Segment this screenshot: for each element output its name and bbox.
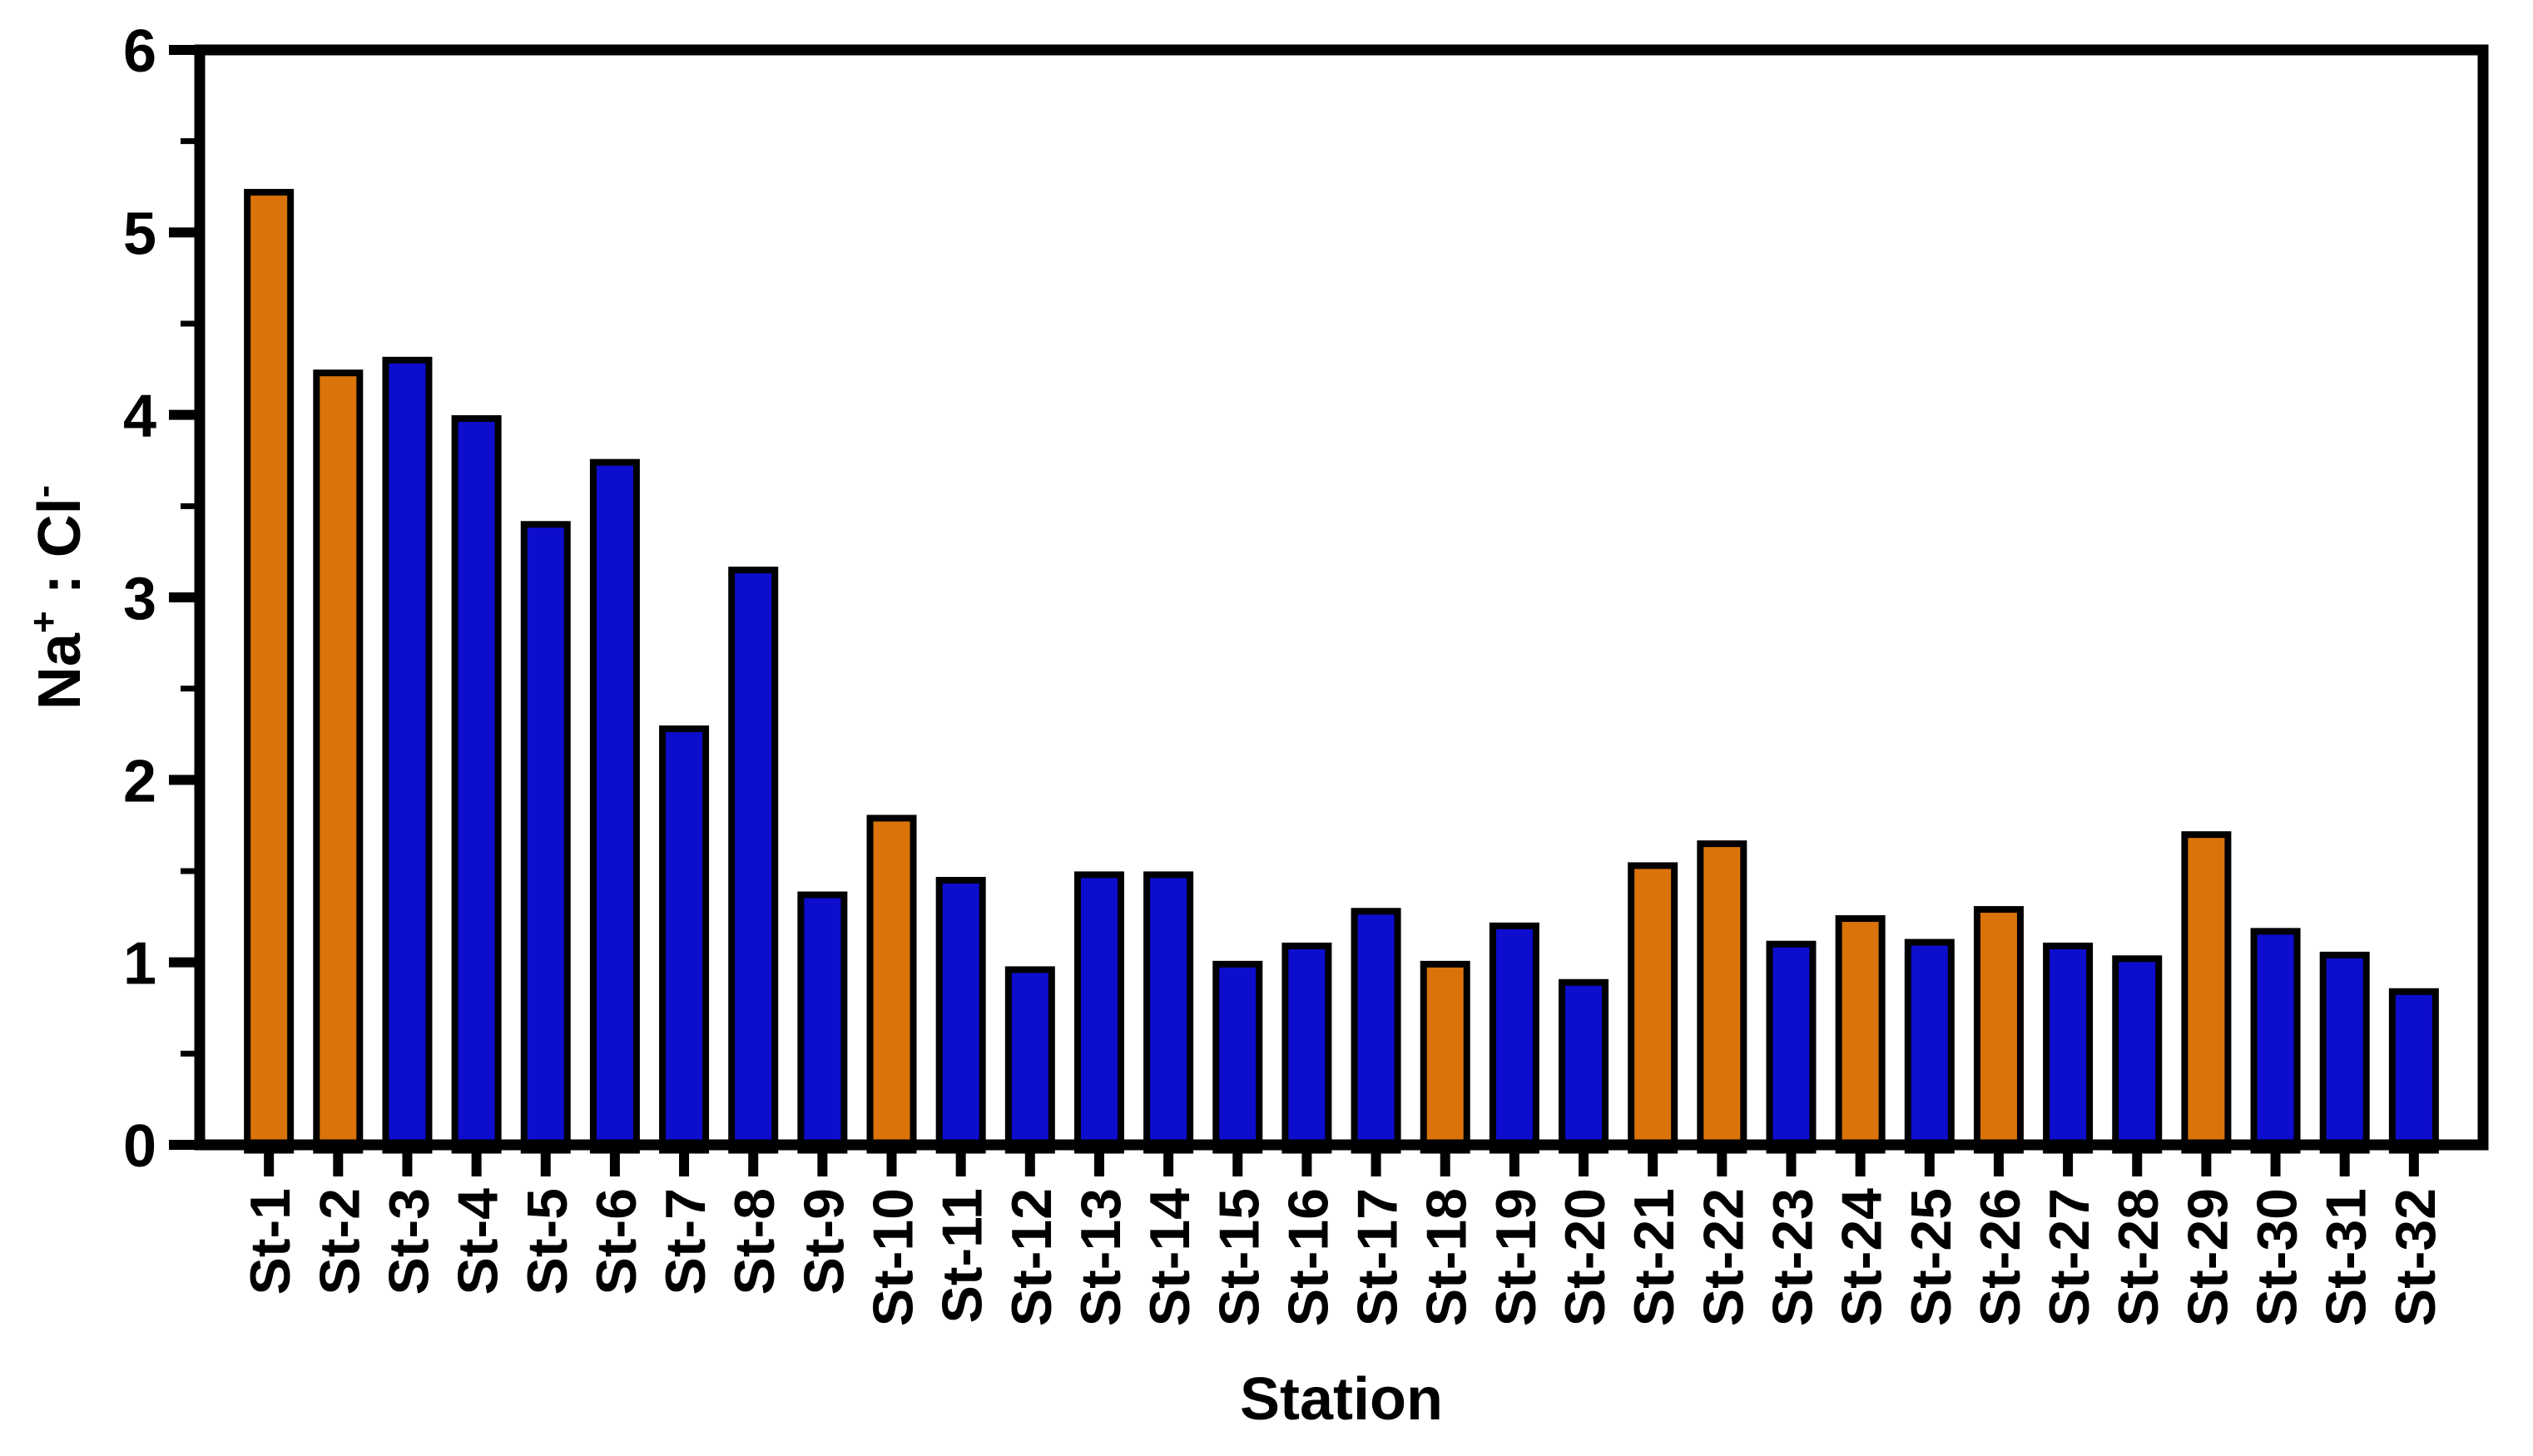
x-axis-ticks: St-1 St-2 St-3 St-4 St-5 St-6 St-7 St-8 St-9 St-1…	[239, 1151, 2447, 1326]
x-tick-label: St-27	[2038, 1188, 2101, 1326]
bar-st-5	[520, 521, 571, 1154]
x-tick-label: St-11	[931, 1188, 994, 1324]
x-tick-label: St-29	[2176, 1188, 2239, 1326]
x-tick-label: St-15	[1207, 1188, 1271, 1326]
x-tick-label: St-3	[377, 1188, 440, 1295]
x-tick-label: St-25	[1900, 1188, 1963, 1326]
x-tick-label: St-30	[2246, 1188, 2309, 1326]
x-tick-label: St-32	[2384, 1188, 2447, 1326]
bar-st-22	[1697, 840, 1747, 1154]
bar-st-4	[451, 415, 502, 1154]
bar-st-9	[797, 891, 848, 1154]
y-tick-label: 5	[123, 201, 156, 267]
x-tick-label: St-12	[1000, 1188, 1063, 1326]
x-tick-label: St-28	[2107, 1188, 2170, 1326]
x-tick-label: St-17	[1346, 1188, 1410, 1326]
bar-st-14	[1143, 871, 1194, 1154]
y-tick-label: 0	[123, 1113, 156, 1180]
x-tick-label: St-4	[447, 1188, 510, 1295]
bar-st-20	[1559, 978, 1609, 1154]
bar-st-13	[1073, 871, 1124, 1154]
x-tick-label: St-22	[1692, 1188, 1755, 1326]
bar-st-28	[2112, 955, 2163, 1154]
bar-st-29	[2181, 831, 2232, 1154]
y-axis-title: Na+ : Cl-	[22, 485, 93, 710]
bar-st-17	[1351, 908, 1401, 1154]
x-tick-label: St-2	[308, 1188, 371, 1295]
x-tick-label: St-1	[239, 1188, 302, 1295]
bar-st-24	[1835, 915, 1886, 1154]
bar-st-8	[728, 567, 779, 1154]
x-tick-label: St-24	[1831, 1188, 1894, 1326]
bars-group	[244, 189, 2439, 1154]
y-tick-label: 3	[123, 566, 156, 632]
bar-st-7	[659, 725, 710, 1154]
y-tick-label: 1	[123, 931, 156, 998]
bar-st-6	[589, 458, 640, 1154]
x-tick-label: St-20	[1554, 1188, 1617, 1326]
plot-box	[194, 44, 2489, 1151]
bar-st-19	[1489, 922, 1539, 1154]
x-tick-label: St-16	[1276, 1188, 1340, 1326]
bar-st-12	[1004, 966, 1055, 1154]
bar-st-1	[244, 189, 295, 1154]
x-tick-label: St-10	[862, 1188, 925, 1326]
x-tick-label: St-5	[516, 1188, 579, 1295]
bar-st-23	[1766, 940, 1817, 1154]
bar-st-16	[1281, 942, 1332, 1154]
y-tick-label: 2	[123, 748, 156, 815]
x-tick-label: St-6	[585, 1188, 648, 1295]
x-tick-label: St-31	[2315, 1188, 2378, 1326]
x-tick-label: St-23	[1761, 1188, 1824, 1326]
y-axis-ticks: 0 1 2 3 4 5 6	[123, 18, 195, 1180]
bar-st-21	[1628, 862, 1678, 1154]
bar-st-18	[1420, 960, 1470, 1154]
y-tick-label: 4	[123, 384, 156, 450]
x-tick-label: St-21	[1623, 1188, 1686, 1326]
bar-st-25	[1904, 938, 1955, 1154]
bar-st-31	[2319, 951, 2370, 1154]
x-tick-label: St-13	[1069, 1188, 1133, 1326]
bar-st-30	[2250, 928, 2301, 1154]
bar-st-27	[2043, 942, 2094, 1154]
y-tick-label: 6	[123, 18, 156, 85]
x-tick-label: St-8	[723, 1188, 786, 1295]
bar-st-11	[935, 876, 986, 1154]
x-tick-label: St-14	[1138, 1188, 1202, 1326]
x-tick-label: St-9	[792, 1188, 855, 1295]
x-tick-label: St-19	[1485, 1188, 1548, 1326]
bar-st-26	[1973, 906, 2024, 1154]
x-axis-title: Station	[1240, 1366, 1443, 1433]
bar-st-2	[313, 369, 364, 1154]
x-tick-label: St-18	[1415, 1188, 1479, 1326]
bar-st-32	[2388, 988, 2439, 1154]
bar-st-15	[1212, 960, 1263, 1154]
bar-st-10	[866, 815, 917, 1154]
bar-st-3	[382, 356, 433, 1154]
x-tick-label: St-7	[654, 1188, 717, 1295]
x-tick-label: St-26	[1969, 1188, 2032, 1326]
